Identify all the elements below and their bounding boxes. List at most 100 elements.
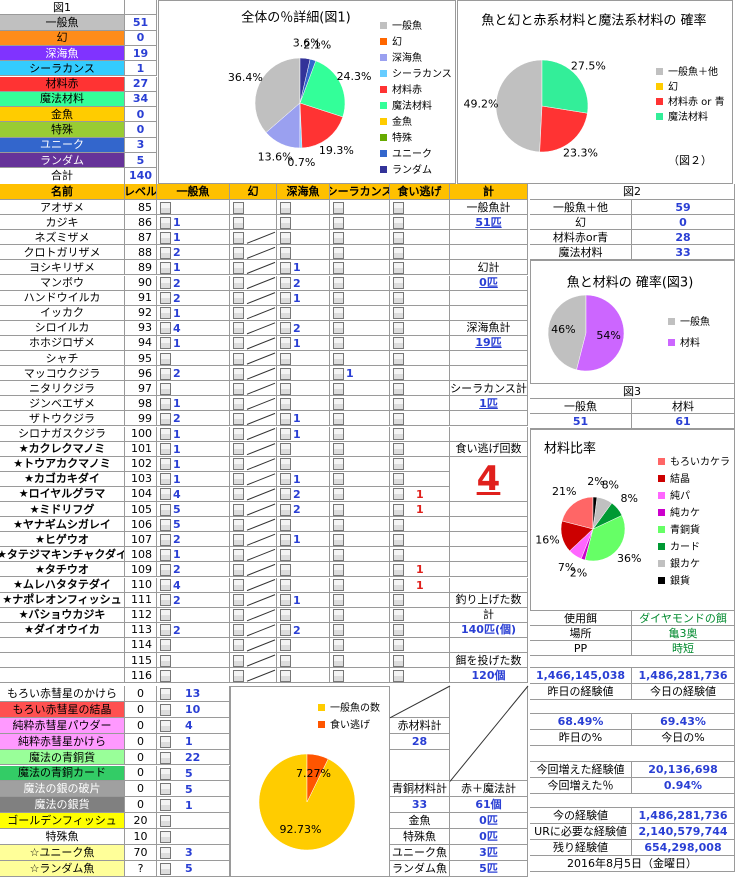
spin-button[interactable]	[333, 488, 344, 501]
spin-button[interactable]	[280, 503, 291, 516]
spin-button[interactable]	[280, 322, 291, 335]
spin-button[interactable]	[393, 624, 404, 637]
spin-button[interactable]	[233, 533, 244, 546]
spin-button[interactable]	[233, 322, 244, 335]
spin-button[interactable]	[393, 201, 404, 214]
spin-button[interactable]	[333, 277, 344, 289]
spin-button[interactable]	[160, 609, 171, 622]
spin-button[interactable]	[160, 292, 171, 305]
spin-button[interactable]	[393, 488, 404, 501]
spin-button[interactable]	[160, 639, 171, 652]
spin-button[interactable]	[280, 579, 291, 591]
spin-button[interactable]	[280, 261, 291, 274]
spin-button[interactable]	[280, 307, 291, 320]
spin-button[interactable]	[393, 307, 404, 320]
spin-button[interactable]	[280, 428, 291, 440]
spin-button[interactable]	[160, 428, 171, 440]
spin-button[interactable]	[160, 261, 171, 274]
spin-button[interactable]	[280, 533, 291, 546]
spin-button[interactable]	[160, 815, 171, 828]
spin-button[interactable]	[233, 216, 244, 229]
spin-button[interactable]	[160, 548, 171, 561]
spin-button[interactable]	[233, 458, 244, 471]
spin-button[interactable]	[280, 639, 291, 652]
spin-button[interactable]	[333, 503, 344, 516]
spin-button[interactable]	[233, 428, 244, 440]
spin-button[interactable]	[160, 624, 171, 637]
spin-button[interactable]	[393, 382, 404, 395]
spin-button[interactable]	[160, 246, 171, 259]
spin-button[interactable]	[333, 563, 344, 576]
spin-button[interactable]	[393, 458, 404, 471]
spin-button[interactable]	[333, 579, 344, 591]
spin-button[interactable]	[233, 201, 244, 214]
spin-button[interactable]	[280, 473, 291, 486]
spin-button[interactable]	[233, 518, 244, 531]
spin-button[interactable]	[280, 216, 291, 229]
spin-button[interactable]	[280, 563, 291, 576]
spin-button[interactable]	[233, 261, 244, 274]
spin-button[interactable]	[160, 579, 171, 591]
spin-button[interactable]	[333, 624, 344, 637]
spin-button[interactable]	[393, 292, 404, 305]
spin-button[interactable]	[160, 201, 171, 214]
spin-button[interactable]	[333, 458, 344, 471]
spin-button[interactable]	[160, 382, 171, 395]
spin-button[interactable]	[160, 488, 171, 501]
spin-button[interactable]	[333, 533, 344, 546]
spin-button[interactable]	[160, 458, 171, 471]
spin-button[interactable]	[233, 382, 244, 395]
spin-button[interactable]	[393, 337, 404, 350]
spin-button[interactable]	[280, 458, 291, 471]
spin-button[interactable]	[333, 246, 344, 259]
spin-button[interactable]	[160, 847, 171, 859]
spin-button[interactable]	[233, 307, 244, 320]
spin-button[interactable]	[393, 246, 404, 259]
spin-button[interactable]	[333, 216, 344, 229]
spin-button[interactable]	[233, 246, 244, 259]
spin-button[interactable]	[333, 594, 344, 607]
spin-button[interactable]	[233, 488, 244, 501]
spin-button[interactable]	[393, 261, 404, 274]
spin-button[interactable]	[393, 654, 404, 667]
spin-button[interactable]	[160, 367, 171, 380]
spin-button[interactable]	[160, 397, 171, 410]
spin-button[interactable]	[393, 533, 404, 546]
spin-button[interactable]	[280, 548, 291, 561]
spin-button[interactable]	[233, 594, 244, 607]
spin-button[interactable]	[333, 412, 344, 425]
spin-button[interactable]	[333, 518, 344, 531]
spin-button[interactable]	[160, 735, 171, 748]
spin-button[interactable]	[160, 533, 171, 546]
spin-button[interactable]	[233, 337, 244, 350]
spin-button[interactable]	[333, 231, 344, 244]
spin-button[interactable]	[280, 488, 291, 501]
spin-button[interactable]	[333, 609, 344, 622]
spin-button[interactable]	[393, 503, 404, 516]
spin-button[interactable]	[160, 563, 171, 576]
spin-button[interactable]	[280, 337, 291, 350]
spin-button[interactable]	[280, 669, 291, 682]
spin-button[interactable]	[160, 277, 171, 289]
spin-button[interactable]	[393, 443, 404, 456]
spin-button[interactable]	[280, 246, 291, 259]
spin-button[interactable]	[160, 443, 171, 456]
spin-button[interactable]	[333, 382, 344, 395]
spin-button[interactable]	[393, 579, 404, 591]
spin-button[interactable]	[333, 261, 344, 274]
spin-button[interactable]	[393, 609, 404, 622]
spin-button[interactable]	[160, 799, 171, 812]
spin-button[interactable]	[333, 654, 344, 667]
spin-button[interactable]	[333, 307, 344, 320]
spin-button[interactable]	[280, 352, 291, 365]
spin-button[interactable]	[233, 352, 244, 365]
spin-button[interactable]	[280, 397, 291, 410]
spin-button[interactable]	[280, 624, 291, 637]
spin-button[interactable]	[233, 397, 244, 410]
spin-button[interactable]	[280, 518, 291, 531]
spin-button[interactable]	[233, 443, 244, 456]
spin-button[interactable]	[160, 654, 171, 667]
spin-button[interactable]	[333, 292, 344, 305]
spin-button[interactable]	[233, 503, 244, 516]
spin-button[interactable]	[160, 231, 171, 244]
